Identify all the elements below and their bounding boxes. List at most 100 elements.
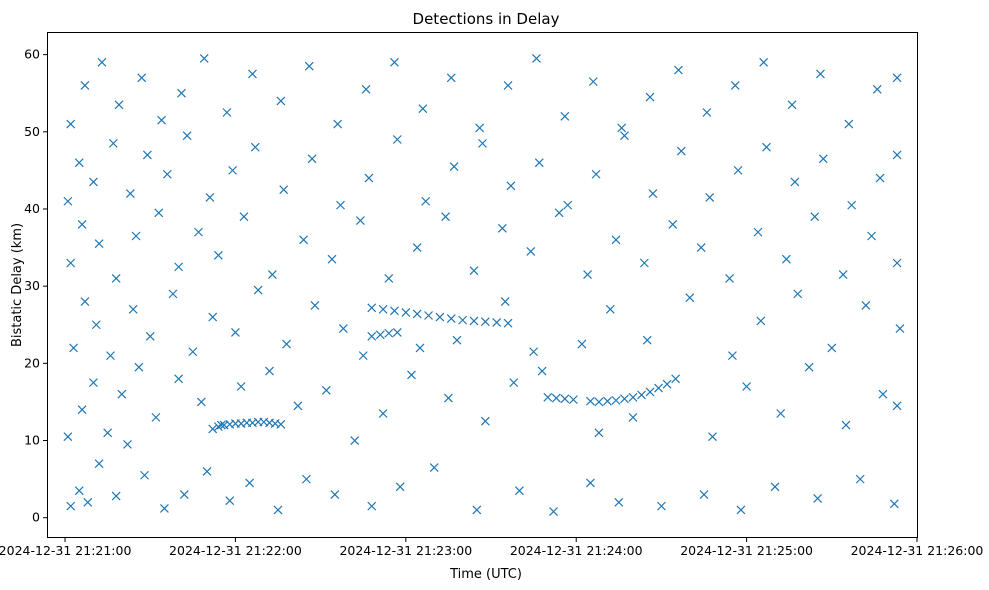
data-point (421, 196, 431, 206)
data-point (847, 200, 857, 210)
data-point (131, 231, 141, 241)
data-point (458, 315, 468, 325)
data-point (162, 169, 172, 179)
data-point (639, 258, 649, 268)
data-point (543, 392, 553, 402)
data-point (534, 158, 544, 168)
data-point (591, 169, 601, 179)
data-point (66, 258, 76, 268)
data-point (333, 119, 343, 129)
x-tick-label: 2024-12-31 21:21:00 (0, 543, 131, 558)
data-point (475, 123, 485, 133)
data-point (142, 150, 152, 160)
data-point (480, 416, 490, 426)
data-point (265, 366, 274, 376)
data-point (276, 96, 286, 106)
data-point (390, 306, 399, 316)
data-point (114, 100, 124, 110)
data-point (168, 289, 178, 299)
data-point (611, 235, 621, 245)
data-point (188, 347, 198, 357)
data-point (563, 200, 573, 210)
data-point (182, 131, 192, 141)
data-point (727, 351, 737, 361)
data-point (231, 328, 240, 337)
data-point (69, 343, 78, 353)
data-point (361, 84, 371, 94)
y-tick-label: 10 (24, 433, 40, 448)
data-point (878, 389, 888, 399)
x-tick-label: 2024-12-31 21:22:00 (169, 543, 302, 558)
data-point (628, 412, 638, 422)
data-point (594, 428, 604, 438)
data-point (80, 81, 90, 90)
data-point (91, 320, 101, 330)
data-point (330, 490, 340, 499)
data-point (872, 84, 882, 94)
data-point (310, 301, 320, 310)
data-point (770, 482, 780, 492)
data-point (401, 307, 411, 317)
data-point (435, 312, 445, 322)
data-point (74, 486, 84, 496)
y-tick-label: 50 (24, 124, 40, 139)
data-point (392, 135, 402, 144)
data-point (568, 395, 578, 405)
data-point (367, 501, 377, 511)
data-point (375, 330, 385, 340)
data-point (452, 335, 462, 345)
data-point (892, 150, 902, 160)
data-point (509, 378, 519, 388)
data-point (614, 497, 624, 507)
data-point (656, 501, 666, 511)
data-point (725, 274, 734, 283)
x-tick-label: 2024-12-31 21:25:00 (680, 543, 813, 558)
data-point (699, 490, 709, 499)
data-point (236, 382, 246, 391)
data-point (367, 331, 377, 341)
data-point (441, 212, 451, 222)
data-point (424, 311, 433, 320)
data-point (222, 108, 232, 117)
data-point (378, 304, 388, 314)
data-point (790, 177, 800, 187)
y-axis-ticks: 0 10 20 30 40 50 60 (24, 47, 48, 525)
data-point (702, 108, 712, 117)
data-point (642, 335, 652, 345)
data-point (549, 507, 558, 516)
data-point (585, 478, 595, 488)
data-point (250, 142, 260, 152)
data-point (762, 142, 771, 152)
data-point (111, 274, 121, 283)
data-point (151, 412, 161, 422)
data-point (503, 318, 513, 328)
data-point (194, 227, 203, 237)
data-point (892, 258, 902, 268)
data-point (480, 317, 490, 327)
data-point (861, 301, 871, 310)
data-point (503, 81, 513, 90)
data-point (282, 339, 291, 349)
data-point (418, 104, 428, 114)
data-point (128, 304, 138, 314)
y-axis-label: Bistatic Delay (km) (10, 223, 25, 347)
data-point (671, 374, 681, 384)
data-point (94, 239, 104, 249)
chart-title: Detections in Delay (413, 10, 560, 28)
data-point (83, 497, 93, 507)
data-point (472, 505, 482, 515)
data-point (208, 424, 218, 434)
data-point (196, 397, 206, 407)
data-point (228, 165, 238, 175)
data-point (736, 505, 746, 515)
data-point (875, 173, 885, 183)
data-point (537, 366, 547, 376)
data-point (620, 131, 629, 141)
data-point (844, 119, 854, 129)
data-point (89, 378, 98, 388)
data-point (577, 339, 587, 349)
data-point (648, 189, 658, 198)
data-point (696, 243, 706, 252)
data-point (867, 231, 876, 241)
data-point (560, 394, 570, 404)
